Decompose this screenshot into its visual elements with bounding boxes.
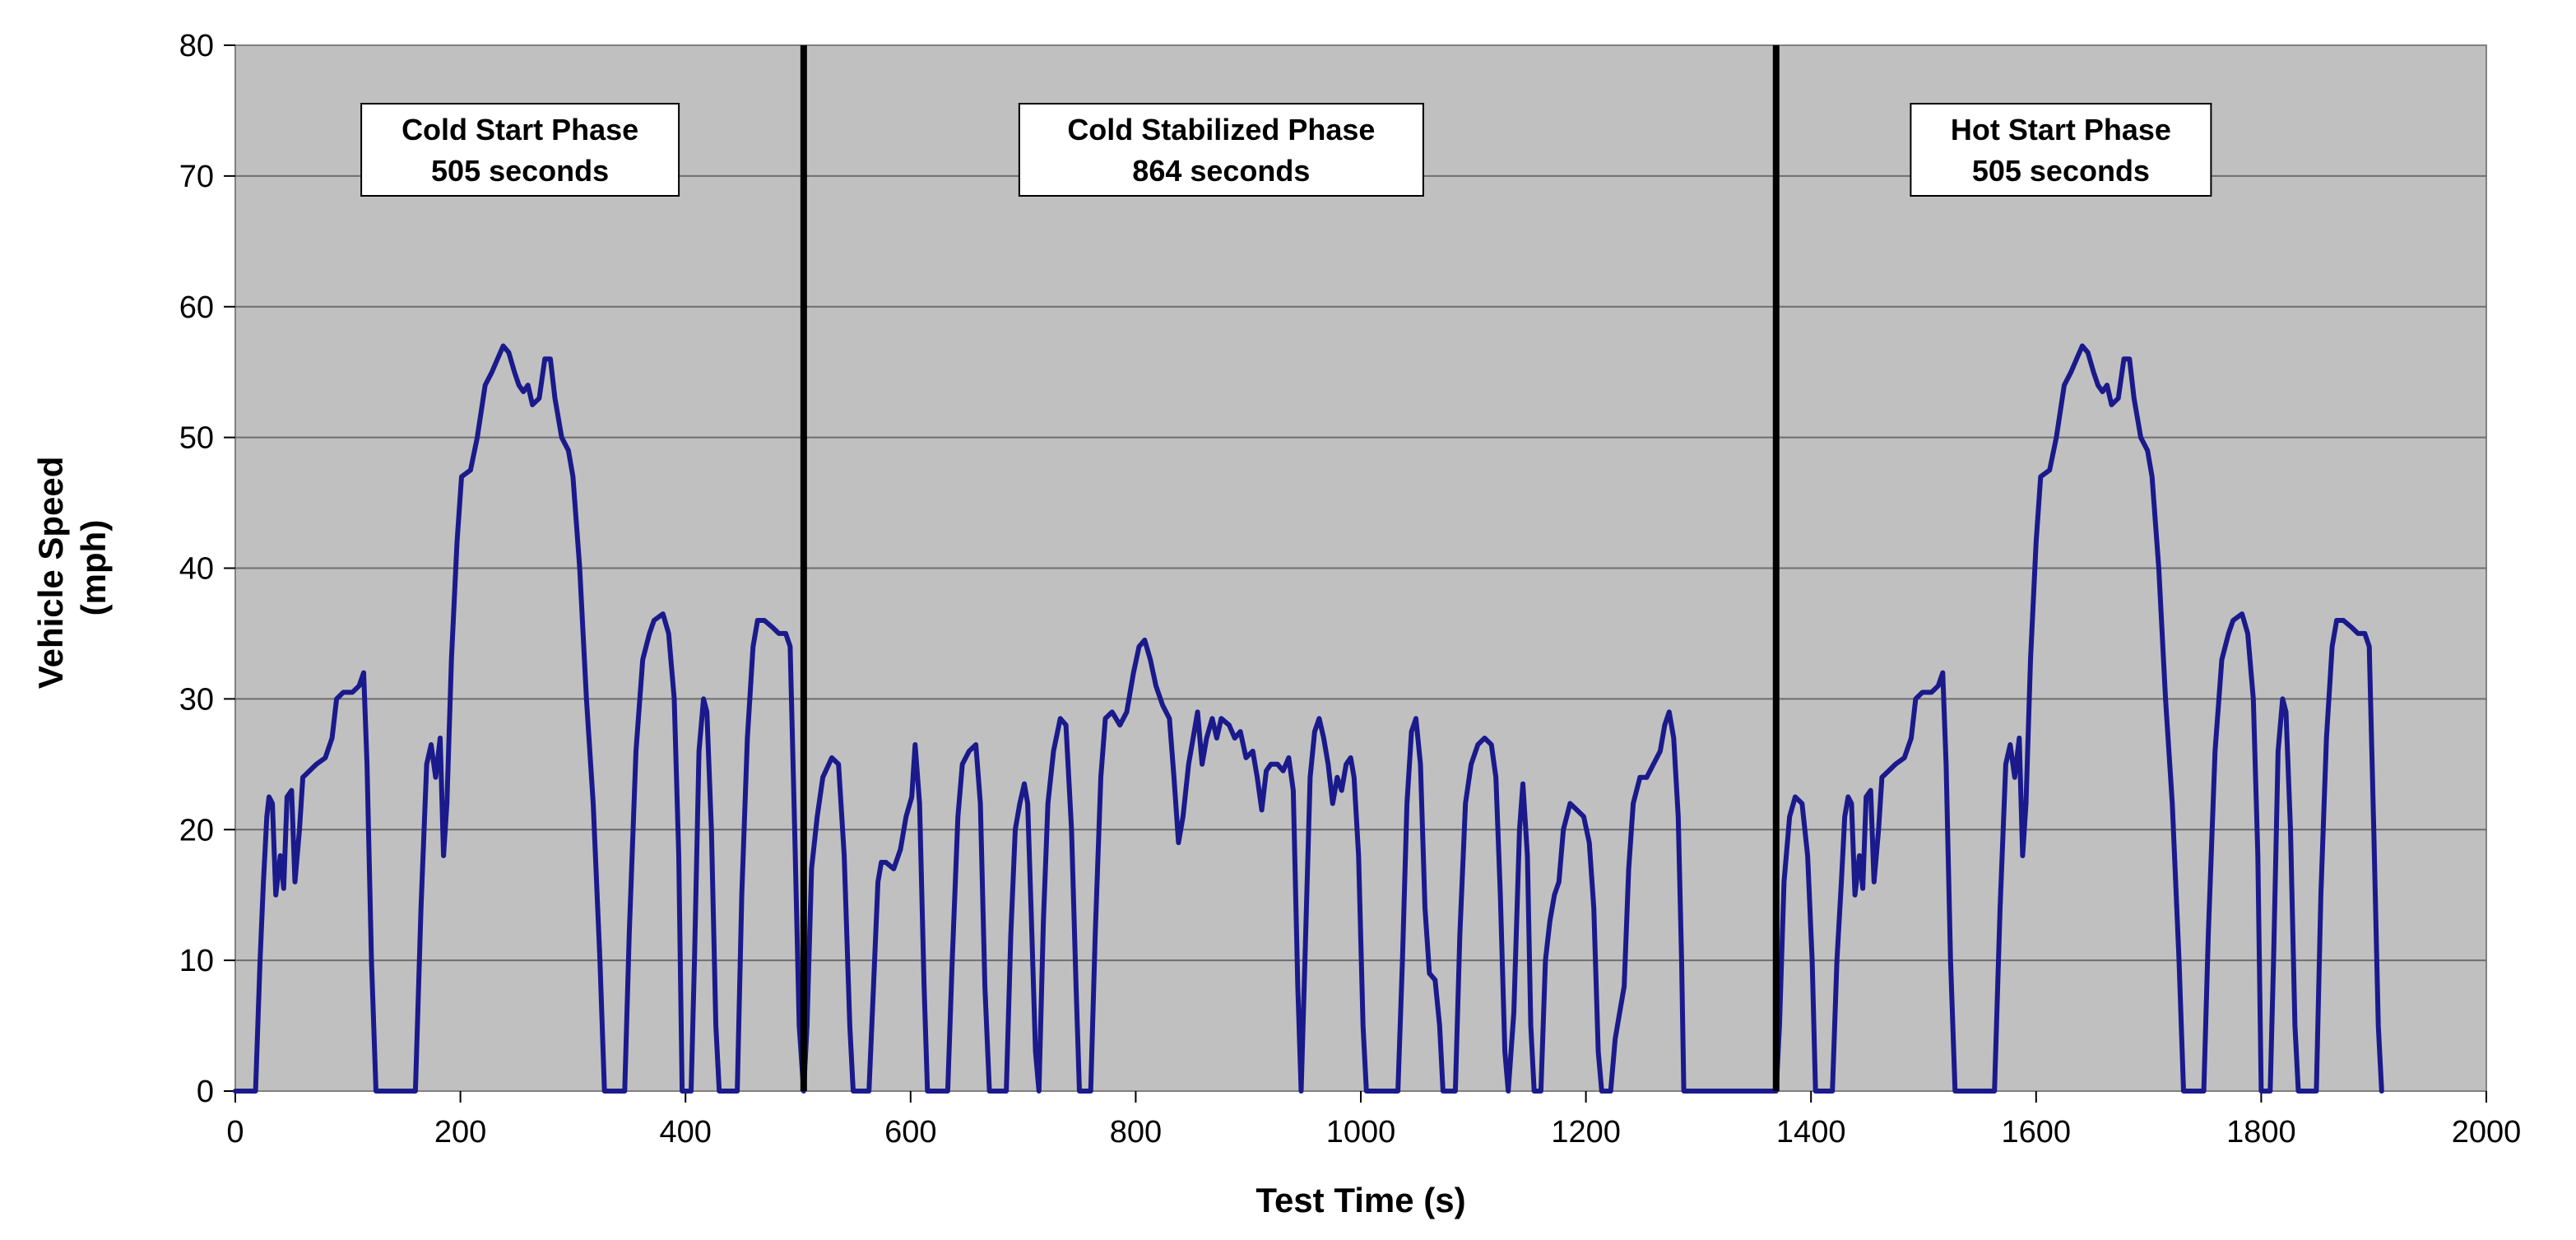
phase-annotations: Cold Start Phase 505 seconds Cold Stabiliz… bbox=[360, 103, 2212, 197]
x-tick-label: 1800 bbox=[2226, 1115, 2296, 1149]
phase-dividers bbox=[800, 45, 1780, 1091]
phase-label-box: Cold Stabilized Phase 864 seconds bbox=[1018, 103, 1424, 197]
phase-label-box: Cold Start Phase 505 seconds bbox=[360, 103, 680, 197]
phase-name: Cold Start Phase bbox=[401, 113, 638, 146]
y-tick-label: 40 bbox=[179, 552, 214, 587]
x-tick-label: 1200 bbox=[1551, 1115, 1621, 1149]
y-axis-title-line-2: (mph) bbox=[74, 520, 113, 616]
y-tick-label: 50 bbox=[179, 421, 214, 456]
y-tick-label: 20 bbox=[179, 813, 214, 848]
phase-name: Cold Stabilized Phase bbox=[1067, 113, 1375, 146]
y-tick-label: 80 bbox=[179, 29, 214, 63]
y-axis-title: Vehicle Speed (mph) bbox=[31, 447, 113, 689]
x-tick-label: 400 bbox=[659, 1115, 711, 1149]
phase-duration: 505 seconds bbox=[1972, 154, 2150, 188]
x-tick-label: 200 bbox=[434, 1115, 486, 1149]
x-tick-labels: 0 200 400 600 800 1000 1200 1400 1600 1800 2000 bbox=[226, 1115, 2521, 1149]
y-tick-label: 0 bbox=[197, 1075, 214, 1109]
x-tick-label: 1600 bbox=[2002, 1115, 2072, 1149]
x-tick-label: 2000 bbox=[2452, 1115, 2522, 1149]
phase-name: Hot Start Phase bbox=[1951, 113, 2171, 146]
phase-label-background bbox=[1018, 103, 1424, 197]
phase-label-background bbox=[360, 103, 680, 197]
speed-series-line bbox=[233, 343, 2384, 1094]
phase-duration: 864 seconds bbox=[1132, 154, 1310, 188]
x-tick-label: 0 bbox=[226, 1115, 244, 1149]
x-tick-label: 1400 bbox=[1776, 1115, 1846, 1149]
y-tick-label: 70 bbox=[179, 160, 214, 194]
phase-label-background bbox=[1910, 103, 2212, 197]
x-tick-label: 1000 bbox=[1326, 1115, 1396, 1149]
y-tick-label: 10 bbox=[179, 944, 214, 978]
x-axis-title: Test Time (s) bbox=[1256, 1181, 1465, 1219]
phase-duration: 505 seconds bbox=[431, 154, 609, 188]
x-tick-label: 800 bbox=[1110, 1115, 1162, 1149]
phase-label-box: Hot Start Phase 505 seconds bbox=[1910, 103, 2212, 197]
y-tick-label: 60 bbox=[179, 290, 214, 325]
y-tick-label: 30 bbox=[179, 682, 214, 717]
y-tick-labels: 0 10 20 30 40 50 60 70 80 bbox=[179, 29, 214, 1109]
y-axis-title-line-1: Vehicle Speed bbox=[31, 457, 70, 689]
x-tick-label: 600 bbox=[884, 1115, 936, 1149]
